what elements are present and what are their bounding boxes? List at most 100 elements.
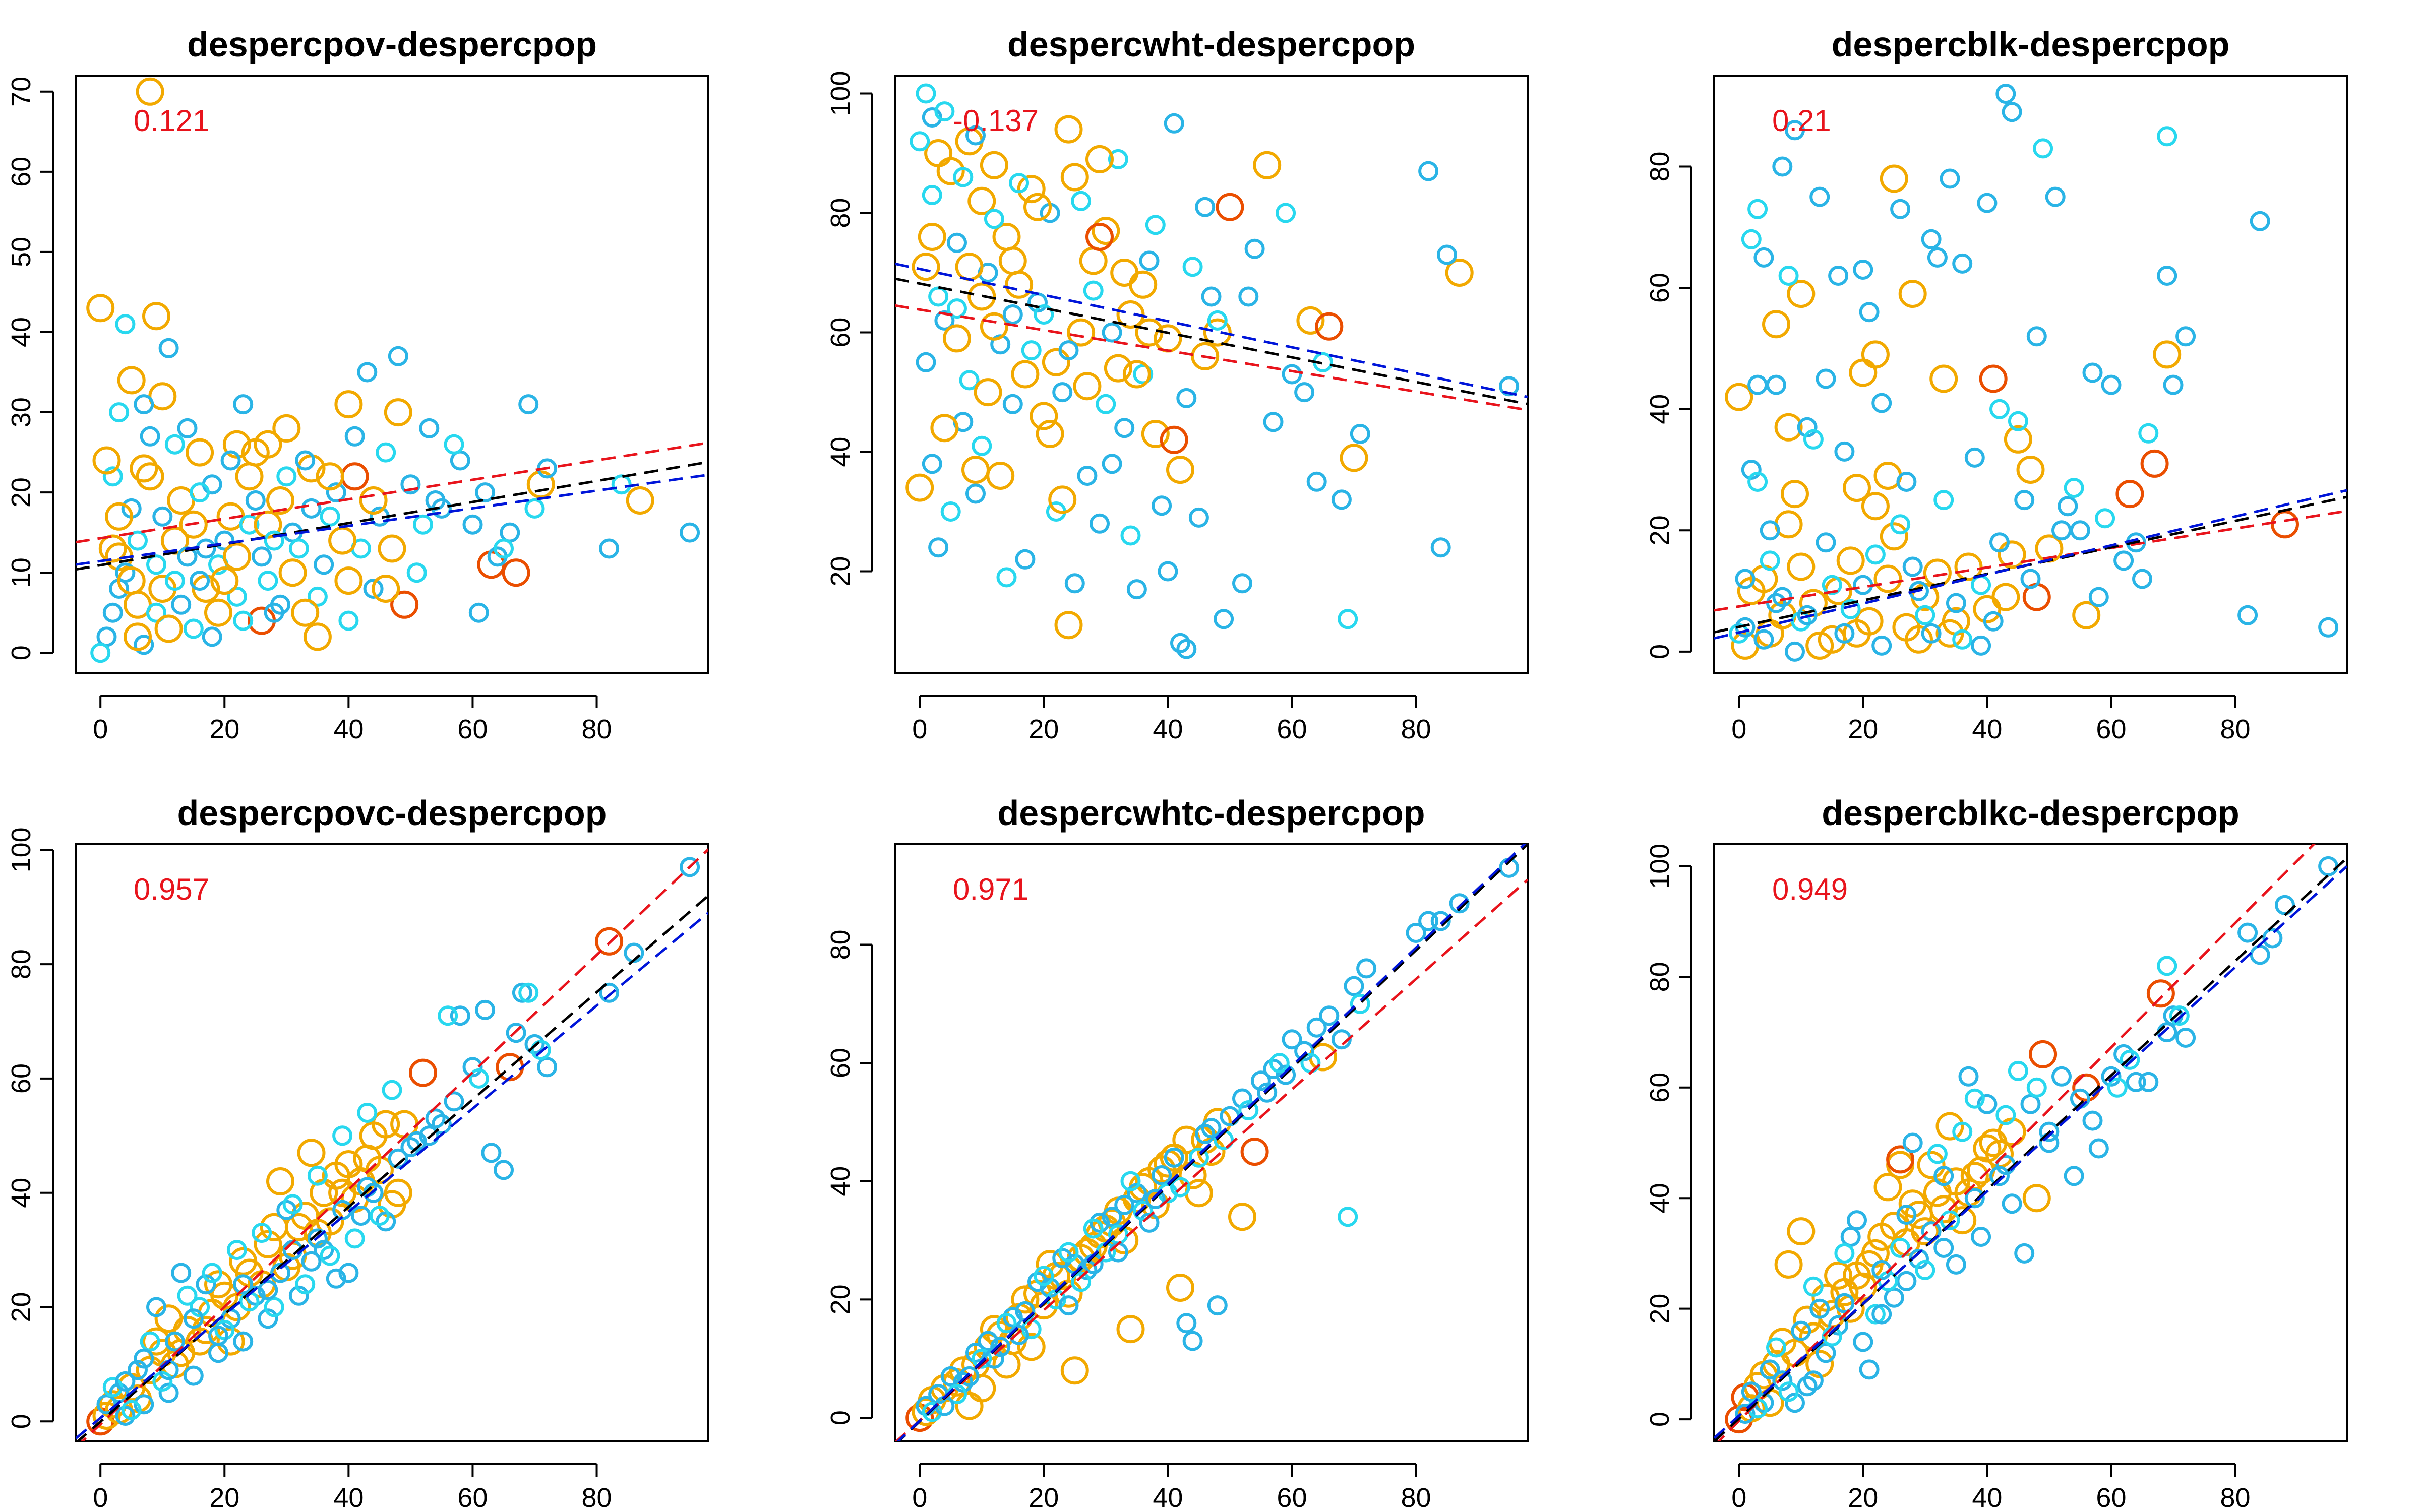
data-point [1269,1053,1290,1074]
data-point [980,151,1008,179]
data-point [1139,1212,1160,1233]
data-point [1803,429,1824,450]
data-point [1898,280,1927,308]
data-point [1853,260,1873,280]
data-point [202,1263,222,1283]
x-axis: 0 20 40 60 80 [93,695,612,744]
data-point [1126,1183,1147,1204]
data-point [924,139,953,167]
x-tick-label: 20 [1028,714,1059,744]
data-point [1933,1238,1954,1258]
data-point [320,506,340,527]
data-point [1122,360,1151,389]
data-point [1933,490,1954,511]
data-point [183,1308,204,1329]
data-point [1083,280,1104,301]
data-point [1927,247,1948,268]
data-point [1915,1259,1935,1280]
data-point [1042,348,1070,376]
y-tick-label: 40 [825,437,856,467]
data-point [947,298,967,319]
data-point [266,1167,294,1195]
y-tick-label: 20 [825,1284,856,1314]
data-point [2318,856,2339,876]
data-point [1058,1242,1079,1263]
data-point [1207,1295,1228,1316]
data-point [154,614,183,643]
data-point [1120,525,1141,546]
data-point [1188,507,1209,528]
data-point [1890,1238,1911,1258]
data-point [1160,425,1188,454]
x-tick-label: 40 [333,1483,364,1512]
data-point [1406,923,1426,943]
data-point [226,586,247,607]
data-point [140,426,160,447]
data-point [2138,423,2159,444]
data-point [254,1230,282,1258]
data-point [241,438,270,467]
data-point [518,394,539,415]
y-tick-label: 20 [825,556,856,587]
data-point [2146,979,2175,1008]
data-point [2250,211,2270,231]
data-point [965,483,986,504]
data-point [334,566,363,595]
correlation-label: 0.957 [134,872,209,906]
data-point [1902,1132,1923,1153]
plot-area [895,844,1528,1441]
data-point [1940,1210,1960,1231]
y-tick-label: 100 [6,827,36,872]
y-tick-label: 10 [6,557,36,588]
y-tick-label: 20 [1645,515,1675,545]
panel-title: despercpov-despercpop [187,25,597,64]
data-point [130,454,158,483]
data-point [1315,312,1344,341]
data-point [918,223,946,251]
data-point [1017,175,1046,204]
data-point [2107,1077,2128,1098]
data-point [1873,564,1902,593]
data-point [326,1268,346,1289]
data-point [1116,300,1145,329]
data-point [1064,573,1085,594]
data-point [288,538,309,559]
x-tick-label: 40 [1972,714,2002,744]
data-point [2014,1243,2035,1264]
data-point [959,1366,980,1387]
data-point [216,1327,245,1356]
data-point [1102,322,1122,343]
data-point [1958,1066,1979,1087]
data-point [2008,411,2028,431]
x-tick-label: 80 [1401,1483,1431,1512]
data-point [2237,922,2258,943]
data-point [142,1327,170,1356]
data-point [2014,490,2035,511]
data-point [1735,1404,1756,1424]
plot-area [895,83,1528,659]
data-point [214,530,235,551]
data-point [295,1274,316,1295]
x-axis: 0 20 40 60 80 [912,1463,1431,1512]
data-point [1843,619,1871,648]
data-point [183,1365,204,1386]
data-point [2250,944,2270,965]
fit-line-blue [895,262,1528,398]
y-tick-label: 30 [6,397,36,427]
data-point [595,927,624,956]
data-point [245,490,266,511]
x-tick-label: 20 [1848,1483,1878,1512]
data-point [102,466,123,487]
data-point [1964,1188,1985,1209]
data-point [158,338,179,358]
data-point [105,502,134,531]
data-point [183,618,204,639]
data-point [1036,420,1064,448]
data-point [1244,238,1265,259]
data-point [1002,394,1023,414]
data-point [1843,474,1871,502]
fit-line-red [80,848,708,1441]
data-point [1778,266,1799,286]
x-tick-label: 60 [2096,714,2126,744]
